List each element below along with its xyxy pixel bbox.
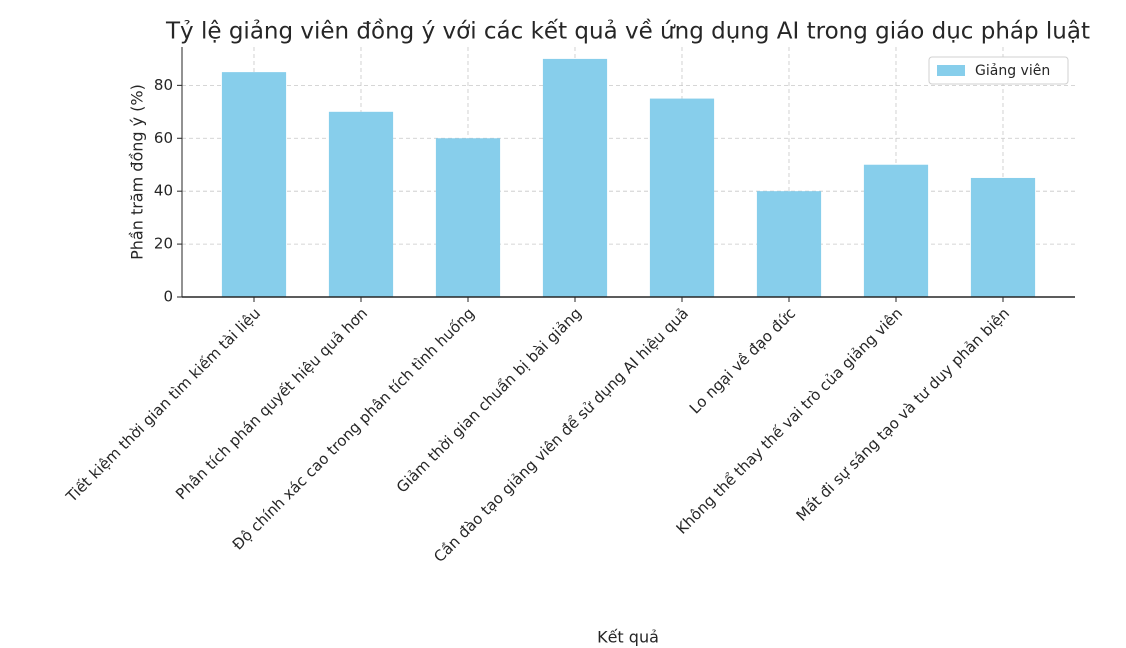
- y-tick-label: 0: [163, 288, 173, 306]
- bar: [221, 72, 287, 297]
- legend-swatch: [937, 65, 965, 76]
- x-tick-label: Phân tích phán quyết hiệu quả hơn: [172, 304, 371, 503]
- y-axis-label: Phần trăm đồng ý (%): [128, 84, 147, 260]
- legend-label: Giảng viên: [975, 63, 1050, 79]
- bar: [863, 164, 929, 297]
- x-axis-label: Kết quả: [597, 628, 659, 647]
- legend-box: [928, 56, 1069, 85]
- x-tick-label: Độ chính xác cao trong phân tích tình hu…: [229, 304, 478, 553]
- chart-title: Tỷ lệ giảng viên đồng ý với các kết quả …: [165, 19, 1090, 45]
- x-tick-label: Tiết kiệm thời gian tìm kiếm tài liệu: [62, 304, 264, 506]
- y-tick-label: 60: [154, 129, 173, 147]
- bar: [435, 138, 501, 297]
- y-tick-label: 80: [154, 76, 173, 94]
- x-tick-label: Không thể thay thế vai trò của giảng viê…: [673, 304, 906, 537]
- x-tick-label: Mất đi sự sáng tạo và tư duy phản biện: [793, 304, 1013, 524]
- bar: [328, 111, 394, 297]
- y-tick-label: 40: [154, 182, 173, 200]
- x-tick-label: Lo ngại về đạo đức: [686, 304, 799, 417]
- bar: [649, 98, 715, 297]
- x-tick-label: Cần đào tạo giảng viên để sử dụng AI hiệ…: [430, 304, 692, 566]
- bar: [542, 58, 608, 298]
- bar: [970, 177, 1036, 297]
- y-tick-label: 20: [154, 235, 173, 253]
- bar: [756, 191, 822, 297]
- x-tick-label: Giảm thời gian chuẩn bị bài giảng: [393, 304, 585, 496]
